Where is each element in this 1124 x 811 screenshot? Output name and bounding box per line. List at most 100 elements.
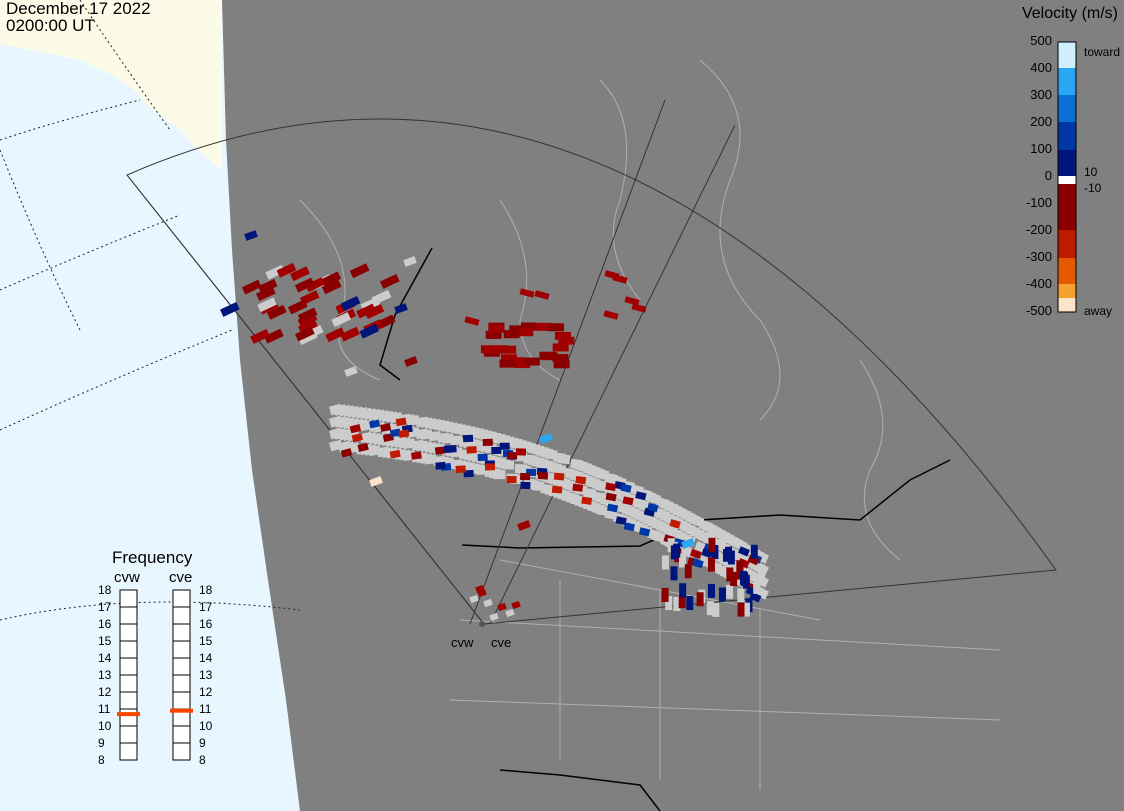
velocity-cell [488,324,505,333]
velocity-cell [264,328,284,344]
date-label: December 17 2022 [6,0,151,18]
velocity-cell [489,612,499,622]
colorbar-tick-label: 400 [1030,60,1052,75]
velocity-cell [739,570,747,585]
velocity-cell [517,520,531,531]
velocity-cell [466,446,477,454]
velocity-colorbar [1057,41,1077,313]
velocity-cell [404,356,418,367]
velocity-cell [506,475,517,484]
velocity-cell [552,343,569,352]
velocity-cell [410,451,422,460]
velocity-cell [509,325,526,334]
frequency-title: Frequency [112,548,193,567]
velocity-cell [244,230,258,241]
velocity-cell [403,256,417,267]
velocity-cell [394,303,408,314]
velocity-cell [678,553,686,568]
velocity-cell [605,492,617,502]
velocity-cell [219,301,240,317]
colorbar-segment [1058,258,1076,284]
velocity-cell [294,277,315,293]
velocity-cell [380,423,392,432]
velocity-cell [443,445,455,453]
colorbar-segment [1058,230,1076,258]
colorbar-tick-label: 100 [1030,141,1052,156]
velocity-cell [497,602,507,612]
colorbar-tick-label: -500 [1025,303,1052,318]
velocity-cell [379,274,400,289]
velocity-cell [623,522,635,532]
velocity-cell [469,594,479,604]
frequency-marker [117,712,140,717]
velocity-cell [491,446,502,454]
velocity-cell [581,496,593,505]
velocity-cell [750,544,758,559]
velocity-cell [364,304,385,319]
frequency-tick-label: 16 [98,617,112,631]
colorbar-title: Velocity (m/s) [1021,5,1118,22]
velocity-cell [689,548,702,559]
velocity-cell [482,438,493,447]
colorbar-tick-label: -400 [1025,276,1052,291]
velocity-cell [371,289,392,305]
velocity-cell [572,483,584,492]
frequency-panel [117,589,193,761]
frequency-tick-label: 13 [98,668,112,682]
velocity-cell [491,345,508,354]
frequency-tick-label: 10 [98,719,112,733]
frequency-tick-label: 10 [199,719,213,733]
velocity-cell [718,587,726,602]
frequency-tick-label: 12 [199,685,213,699]
velocity-cell [499,442,510,450]
radar-label-cve: cve [491,635,512,650]
velocity-cell [534,290,550,300]
velocity-cell [398,429,410,438]
velocity-cell [519,472,531,481]
velocity-cell [706,601,714,616]
colorbar-segment [1058,150,1076,176]
colorbar-segment [1058,95,1076,122]
colorbar-tick-label: -300 [1025,249,1052,264]
velocity-cell [501,460,515,470]
colorbar-segment [1058,122,1076,150]
velocity-cell [749,592,762,603]
velocity-cell [500,354,517,363]
colorbar-segment [1058,42,1076,68]
radar-site-cvw [479,621,485,627]
velocity-cell [620,483,632,493]
velocity-cell [537,471,549,480]
velocity-cell [539,351,556,360]
velocity-cell [535,322,552,331]
frequency-tick-label: 18 [199,583,213,597]
frequency-tick-label: 12 [98,685,112,699]
graticule [0,0,301,621]
velocity-cell [499,359,516,368]
velocity-cell [686,596,694,611]
velocity-cell [503,330,520,339]
velocity-cell [635,491,647,501]
velocity-cell [500,345,517,354]
velocity-cell [505,608,515,618]
velocity-cell [297,307,318,323]
velocity-cell [707,557,715,572]
frequency-marker [170,708,193,713]
velocity-cell [539,433,553,444]
velocity-cell [480,345,497,354]
inner-label-negative: -10 [1084,181,1102,195]
velocity-cell [340,296,361,311]
velocity-cell [730,571,738,586]
colorbar-frame [1057,41,1077,313]
colorbar-segment [1058,184,1076,230]
velocity-cell [462,434,474,443]
velocity-cell [742,602,750,617]
frequency-tick-label: 15 [98,634,112,648]
colorbar-tick-label: 300 [1030,87,1052,102]
velocity-cell [305,277,325,293]
velocity-cell [255,286,276,301]
velocity-cell [558,336,575,345]
velocity-cell [678,594,686,609]
frequency-tick-label: 11 [98,702,111,716]
velocity-cell [344,366,358,377]
